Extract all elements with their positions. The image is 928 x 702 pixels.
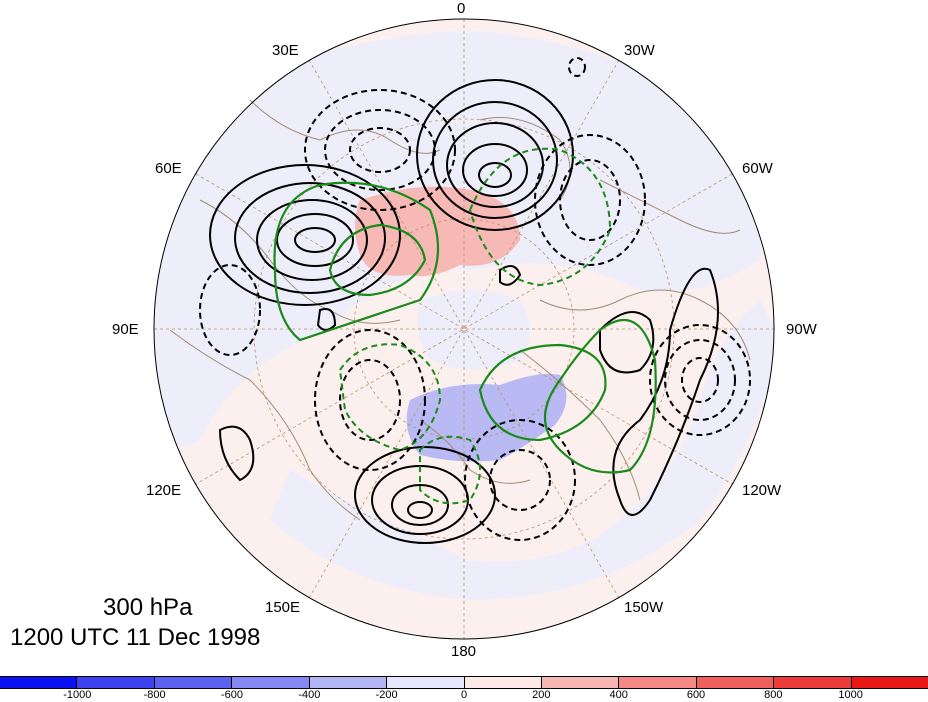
valid-time-title: 1200 UTC 11 Dec 1998 bbox=[10, 624, 261, 651]
lon-label-0: 0 bbox=[457, 0, 466, 17]
lon-label-90w: 90W bbox=[786, 321, 817, 338]
lon-label-90e: 90E bbox=[112, 321, 139, 338]
colorbar-tick-label: 800 bbox=[764, 689, 783, 701]
green-dashed-contours bbox=[338, 147, 612, 505]
lon-label-180: 180 bbox=[451, 643, 477, 660]
colorbar-tick-label: -1000 bbox=[63, 689, 92, 701]
colorbar-segment bbox=[0, 677, 78, 688]
colorbar-tick-label: 600 bbox=[686, 689, 706, 701]
colorbar-segment bbox=[387, 677, 465, 688]
colorbar-segment bbox=[309, 677, 388, 688]
lon-label-30e: 30E bbox=[272, 42, 299, 59]
colorbar-segment bbox=[541, 677, 620, 688]
weak-negative-shading bbox=[270, 300, 774, 600]
green-contours bbox=[273, 181, 657, 474]
colorbar-segment bbox=[154, 677, 233, 688]
colorbar-tick-label: 0 bbox=[460, 689, 468, 701]
colorbar-segment bbox=[77, 677, 155, 688]
negative-contours bbox=[199, 57, 751, 541]
lon-label-150e: 150E bbox=[265, 599, 301, 616]
colorbar-segment bbox=[464, 677, 542, 688]
colorbar-segment bbox=[619, 677, 697, 688]
lon-label-60w: 60W bbox=[742, 160, 773, 177]
colorbar-segment bbox=[851, 677, 928, 688]
lon-label-120w: 120W bbox=[742, 482, 782, 499]
colorbar-tick-label: 1000 bbox=[838, 689, 863, 701]
colorbar-segment bbox=[774, 677, 852, 688]
lon-label-60e: 60E bbox=[155, 160, 182, 177]
weak-negative-shading bbox=[416, 290, 530, 370]
positive-contours bbox=[209, 79, 719, 544]
pressure-level-title: 300 hPa bbox=[103, 594, 193, 621]
colorbar-segment bbox=[696, 677, 775, 688]
colorbar-tick-label: 400 bbox=[609, 689, 628, 701]
colorbar-tick-label: -600 bbox=[220, 689, 244, 701]
colorbar-tick-label: 200 bbox=[532, 689, 551, 701]
colorbar-tick-label: -400 bbox=[298, 689, 321, 701]
colorbar-tick-label: -200 bbox=[375, 689, 398, 701]
lon-label-120e: 120E bbox=[146, 482, 182, 499]
colorbar-segment bbox=[232, 677, 310, 688]
lon-label-30w: 30W bbox=[624, 42, 655, 59]
colorbar bbox=[0, 676, 928, 689]
colorbar-tick-label: -800 bbox=[143, 689, 166, 701]
lon-label-150w: 150W bbox=[624, 599, 664, 616]
map-border bbox=[153, 18, 775, 640]
